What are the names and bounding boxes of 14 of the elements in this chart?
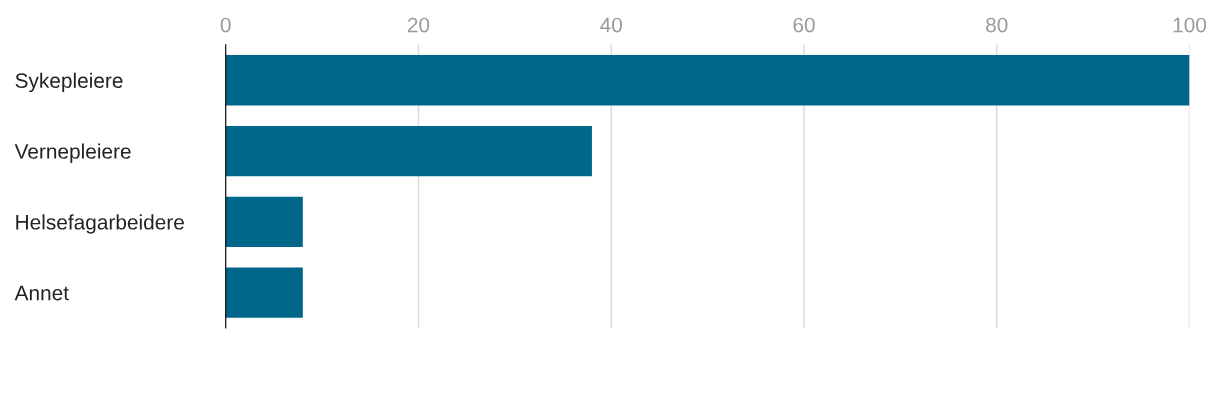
y-tick-label: Helsefagarbeidere	[16, 214, 184, 234]
y-tick-label: Vernepleiere	[14, 143, 131, 163]
bar	[225, 125, 592, 177]
x-tick-label: 40	[600, 17, 622, 33]
bar	[225, 55, 1190, 106]
x-tick-label: 80	[986, 17, 1008, 33]
y-tick-label: Annet	[14, 285, 69, 301]
bar	[225, 267, 303, 318]
x-tick-label: 0	[220, 17, 231, 33]
bar	[225, 196, 303, 247]
x-tick-label: 100	[1173, 17, 1207, 33]
x-tick-label: 20	[407, 17, 430, 33]
y-tick-label: Sykepleiere	[15, 72, 123, 93]
x-tick-label: 60	[793, 17, 815, 33]
